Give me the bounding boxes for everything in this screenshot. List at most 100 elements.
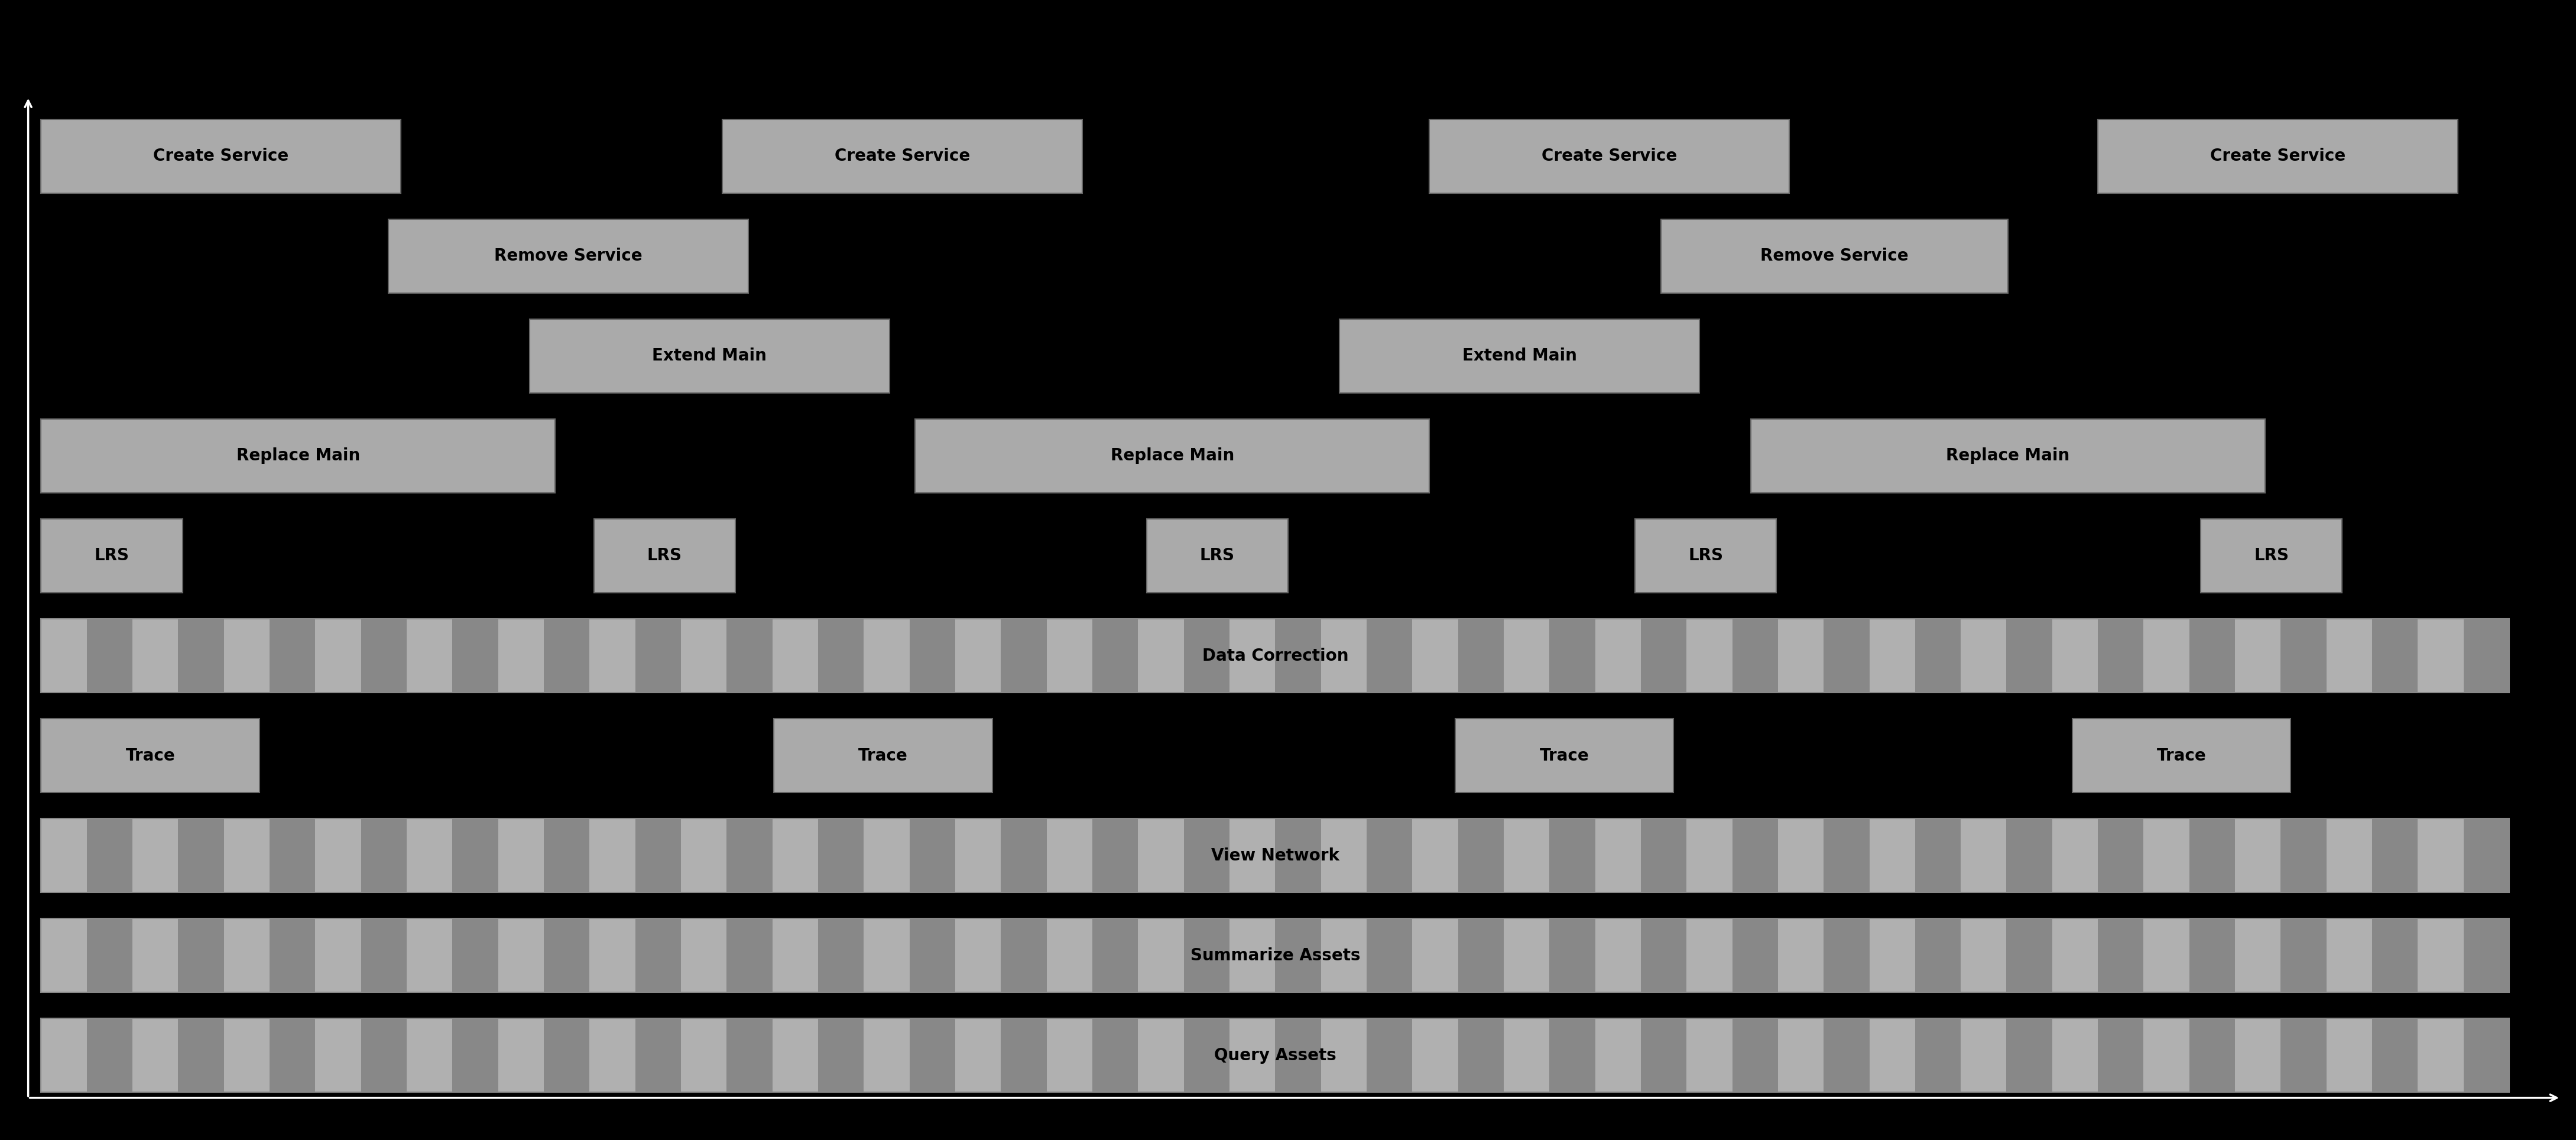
Bar bbox=[1002, 919, 1046, 992]
Bar bbox=[1455, 718, 1674, 792]
Bar bbox=[2326, 819, 2372, 893]
Bar bbox=[2007, 919, 2053, 992]
Bar bbox=[314, 919, 361, 992]
Bar bbox=[726, 1018, 773, 1092]
Bar bbox=[819, 919, 863, 992]
Bar bbox=[1548, 819, 1595, 893]
Bar bbox=[1595, 1018, 1641, 1092]
Bar bbox=[2372, 919, 2419, 992]
Bar bbox=[1092, 919, 1139, 992]
Bar bbox=[497, 919, 544, 992]
Bar bbox=[2007, 819, 2053, 893]
Bar bbox=[1824, 1018, 1870, 1092]
Bar bbox=[1870, 919, 1914, 992]
Bar bbox=[1275, 819, 1321, 893]
Bar bbox=[1046, 1018, 1092, 1092]
Bar bbox=[1687, 819, 1731, 893]
Bar bbox=[1914, 619, 1960, 693]
Bar bbox=[314, 619, 361, 693]
Bar bbox=[531, 319, 889, 393]
Bar bbox=[1002, 619, 1046, 693]
Bar bbox=[497, 1018, 544, 1092]
Bar bbox=[1412, 1018, 1458, 1092]
Bar bbox=[1321, 819, 1365, 893]
Bar bbox=[361, 1018, 407, 1092]
Bar bbox=[544, 819, 590, 893]
Bar bbox=[636, 619, 680, 693]
Bar bbox=[2236, 1018, 2280, 1092]
Bar bbox=[2326, 619, 2372, 693]
Bar bbox=[909, 619, 956, 693]
Bar bbox=[41, 619, 2509, 693]
Bar bbox=[773, 819, 819, 893]
Text: Replace Main: Replace Main bbox=[237, 448, 361, 464]
Bar bbox=[2326, 919, 2372, 992]
Text: View Network: View Network bbox=[1211, 847, 1340, 864]
Bar bbox=[270, 619, 314, 693]
Bar bbox=[453, 619, 497, 693]
Bar bbox=[863, 919, 909, 992]
Bar bbox=[1731, 1018, 1777, 1092]
Bar bbox=[2463, 619, 2509, 693]
Bar bbox=[41, 718, 260, 792]
Bar bbox=[1139, 619, 1185, 693]
Bar bbox=[2007, 1018, 2053, 1092]
Bar bbox=[1321, 919, 1365, 992]
Bar bbox=[270, 1018, 314, 1092]
Bar bbox=[131, 619, 178, 693]
Bar bbox=[2143, 619, 2190, 693]
Bar bbox=[2053, 1018, 2097, 1092]
Bar bbox=[819, 819, 863, 893]
Bar bbox=[590, 919, 636, 992]
Text: LRS: LRS bbox=[647, 547, 683, 564]
Bar bbox=[773, 718, 992, 792]
Bar bbox=[131, 919, 178, 992]
Bar bbox=[1824, 619, 1870, 693]
Bar bbox=[1641, 619, 1687, 693]
Bar bbox=[407, 819, 453, 893]
Bar bbox=[1002, 1018, 1046, 1092]
Bar bbox=[1458, 619, 1504, 693]
Bar bbox=[956, 819, 1002, 893]
Bar bbox=[1595, 819, 1641, 893]
Bar bbox=[2419, 819, 2463, 893]
Bar bbox=[1687, 1018, 1731, 1092]
Bar bbox=[2463, 819, 2509, 893]
Bar bbox=[1275, 1018, 1321, 1092]
Bar bbox=[453, 819, 497, 893]
Text: Create Service: Create Service bbox=[152, 148, 289, 164]
Bar bbox=[1914, 919, 1960, 992]
Bar bbox=[1870, 819, 1914, 893]
Bar bbox=[819, 1018, 863, 1092]
Bar bbox=[1777, 919, 1824, 992]
Bar bbox=[131, 1018, 178, 1092]
Bar bbox=[497, 819, 544, 893]
Bar bbox=[1731, 619, 1777, 693]
Bar bbox=[956, 619, 1002, 693]
Bar bbox=[1185, 919, 1229, 992]
Bar bbox=[497, 619, 544, 693]
Text: Data Correction: Data Correction bbox=[1203, 648, 1347, 663]
Text: Extend Main: Extend Main bbox=[652, 348, 768, 365]
Bar bbox=[1548, 1018, 1595, 1092]
Bar bbox=[2236, 919, 2280, 992]
Bar bbox=[407, 619, 453, 693]
Text: Create Service: Create Service bbox=[2210, 148, 2347, 164]
Bar bbox=[680, 619, 726, 693]
Bar bbox=[2419, 619, 2463, 693]
Text: Remove Service: Remove Service bbox=[495, 247, 641, 264]
Bar bbox=[595, 519, 734, 593]
Bar bbox=[178, 819, 224, 893]
Bar bbox=[389, 219, 747, 293]
Bar bbox=[1412, 919, 1458, 992]
Bar bbox=[2190, 919, 2236, 992]
Bar bbox=[1275, 919, 1321, 992]
Bar bbox=[2280, 919, 2326, 992]
Bar bbox=[1504, 919, 1548, 992]
Bar bbox=[314, 819, 361, 893]
Bar bbox=[314, 1018, 361, 1092]
Bar bbox=[680, 919, 726, 992]
Bar bbox=[1365, 919, 1412, 992]
Bar bbox=[1777, 819, 1824, 893]
Bar bbox=[726, 819, 773, 893]
